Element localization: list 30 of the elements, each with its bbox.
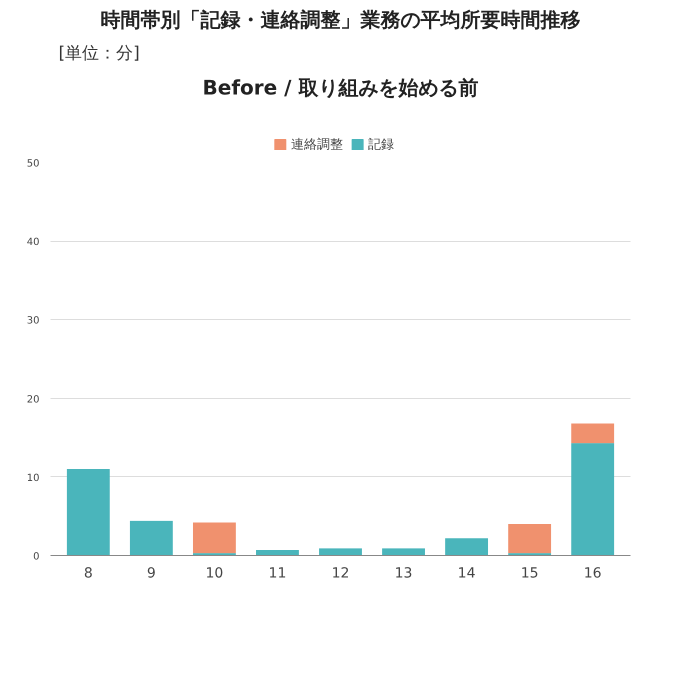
x-tick-label: 14	[458, 566, 476, 582]
bar	[571, 443, 614, 556]
y-tick-label: 0	[33, 552, 40, 562]
x-tick-label: 13	[394, 566, 412, 582]
y-tick-label: 20	[26, 394, 40, 406]
chart-title: 時間帯別「記録・連絡調整」業務の平均所要時間推移	[100, 8, 580, 32]
x-tick-label: 8	[84, 566, 93, 582]
x-tick-label: 9	[146, 566, 156, 582]
y-tick-label: 30	[26, 316, 40, 327]
bar	[319, 548, 362, 556]
x-tick-label: 16	[584, 566, 602, 582]
bar	[192, 522, 236, 554]
x-tick-label: 11	[268, 566, 286, 582]
bar	[571, 423, 614, 444]
y-tick-label: 40	[26, 237, 40, 248]
text: [単位：分]	[58, 44, 140, 64]
bar	[256, 550, 299, 556]
chart-subtitle: Before / 取り組みを始める前	[202, 76, 478, 100]
y-tick-label: 50	[26, 158, 40, 170]
bar	[66, 469, 110, 556]
legend-label: 記録	[368, 137, 394, 152]
bar	[445, 538, 488, 556]
y-tick-label: 10	[26, 472, 40, 484]
bar	[508, 524, 552, 554]
x-tick-label: 12	[332, 566, 350, 582]
x-tick-label: 15	[520, 566, 539, 582]
x-tick-label: 10	[206, 566, 224, 582]
bar	[382, 548, 425, 556]
bar	[130, 520, 173, 556]
legend-label: 連絡調整	[290, 137, 343, 152]
